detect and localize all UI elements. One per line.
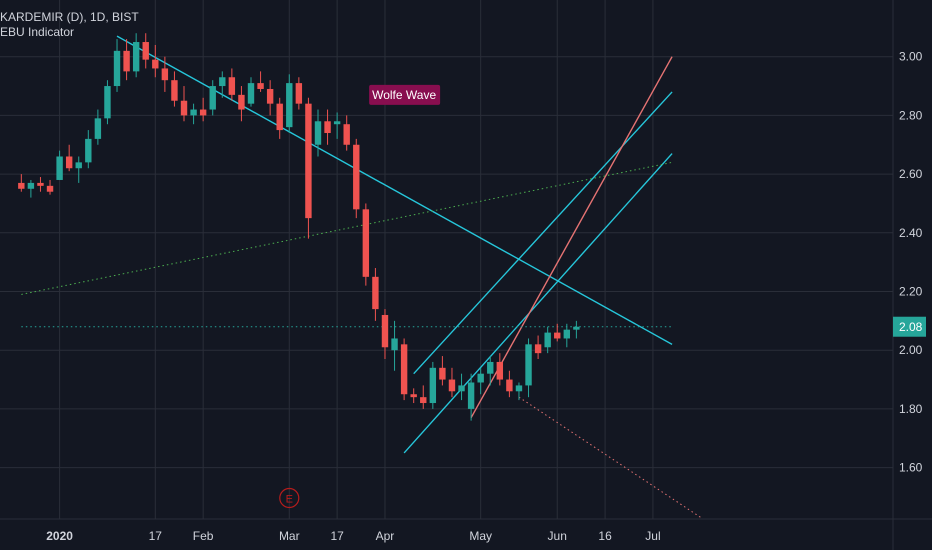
candle-body (477, 373, 484, 383)
channel-upper (413, 91, 673, 375)
time-tick-label: Jun (548, 529, 567, 543)
candle-body (238, 94, 245, 110)
wolfe-wave-label: Wolfe Wave (372, 88, 436, 102)
candle-body (123, 50, 130, 72)
trend-lines (21, 35, 702, 518)
long-dotted-line (21, 161, 673, 295)
current-price-label: 2.08 (899, 320, 923, 334)
earnings-marker-icon[interactable] (279, 487, 300, 509)
chart-overlays: Wolfe Wave E (279, 84, 441, 509)
candle-body (56, 156, 63, 180)
candle-body (37, 182, 44, 186)
candle-body (429, 367, 437, 404)
candle-body (132, 42, 140, 72)
candle-body (324, 121, 331, 134)
time-tick-label: 17 (330, 529, 344, 543)
candle-body (65, 156, 73, 169)
price-tick-label: 1.80 (899, 402, 923, 416)
candle-body (448, 379, 456, 392)
candle-body (372, 276, 379, 310)
price-tick-label: 2.80 (899, 108, 923, 122)
candle-body (286, 83, 293, 128)
projection-dotted (518, 396, 702, 518)
price-tick-label: 2.00 (899, 343, 923, 357)
candle-body (171, 80, 178, 101)
symbol-title[interactable]: KARDEMIR (D), 1D, BIST (0, 10, 139, 24)
chart-grid (0, 0, 893, 519)
candle-body (362, 209, 370, 277)
candle-body (18, 182, 25, 189)
wolfe-target-line (470, 56, 673, 419)
current-price-badge[interactable] (893, 316, 926, 337)
earnings-marker-label: E (286, 494, 293, 506)
candle-body (353, 144, 360, 210)
candle-body (554, 332, 561, 339)
descending-trendline (116, 35, 673, 345)
time-tick-label: May (469, 529, 492, 543)
candle-body (467, 382, 475, 409)
candlesticks (18, 33, 580, 421)
candle-body (487, 361, 494, 374)
candle-body (343, 124, 350, 145)
candle-body (113, 50, 121, 87)
time-tick-label: Mar (279, 529, 300, 543)
candle-body (190, 109, 197, 116)
candle-body (410, 394, 417, 398)
candle-body (496, 361, 504, 380)
candle-body (544, 332, 551, 348)
candle-body (257, 83, 264, 89)
price-tick-label: 2.40 (899, 226, 923, 240)
time-tick-label: Jul (645, 529, 660, 543)
candle-body (266, 88, 274, 104)
price-tick-label: 2.20 (899, 285, 923, 299)
candle-body (573, 326, 580, 330)
candle-body (247, 83, 255, 104)
candle-body (391, 338, 398, 351)
time-tick-label: Feb (193, 529, 214, 543)
time-tick-label: Apr (376, 529, 395, 543)
indicator-title[interactable]: EBU Indicator (0, 25, 75, 39)
candle-body (305, 103, 312, 219)
candle-body (104, 86, 111, 119)
candle-body (295, 83, 303, 104)
candle-body (381, 314, 389, 348)
time-axis[interactable]: 2020 17 Feb Mar 17 Apr May Jun 16 Jul (0, 518, 932, 543)
price-tick-label: 1.60 (899, 461, 923, 475)
candle-body (180, 100, 188, 116)
time-tick-label: 2020 (46, 529, 73, 543)
candle-body (94, 118, 102, 139)
candle-body (75, 162, 82, 169)
candle-body (228, 77, 236, 95)
candle-body (439, 367, 446, 380)
candle-body (199, 109, 207, 116)
candle-body (534, 344, 542, 354)
candle-body (27, 182, 35, 189)
candle-body (161, 68, 169, 81)
candle-body (458, 385, 465, 392)
candle-body (209, 86, 216, 110)
candle-body (333, 121, 341, 125)
candle-body (152, 59, 159, 69)
channel-lower (403, 153, 673, 454)
wolfe-wave-label-bg[interactable] (369, 84, 441, 105)
time-tick-label: 17 (149, 529, 163, 543)
candle-body (85, 138, 92, 163)
candle-body (46, 185, 54, 192)
candle-body (314, 121, 322, 145)
candle-body (276, 103, 283, 131)
candle-body (515, 385, 523, 392)
candle-body (219, 77, 226, 87)
price-tick-label: 3.00 (899, 50, 923, 64)
candle-body (525, 344, 532, 386)
price-tick-label: 2.60 (899, 167, 923, 181)
candle-body (506, 379, 513, 392)
candle-body (400, 344, 408, 395)
chart-legend: KARDEMIR (D), 1D, BIST EBU Indicator (0, 10, 139, 40)
candle-body (563, 329, 571, 339)
time-tick-label: 16 (598, 529, 612, 543)
candle-body (420, 397, 427, 404)
candle-body (142, 42, 149, 60)
price-axis[interactable]: 3.00 2.80 2.60 2.40 2.20 2.00 1.80 1.60 2.08 (892, 0, 926, 550)
